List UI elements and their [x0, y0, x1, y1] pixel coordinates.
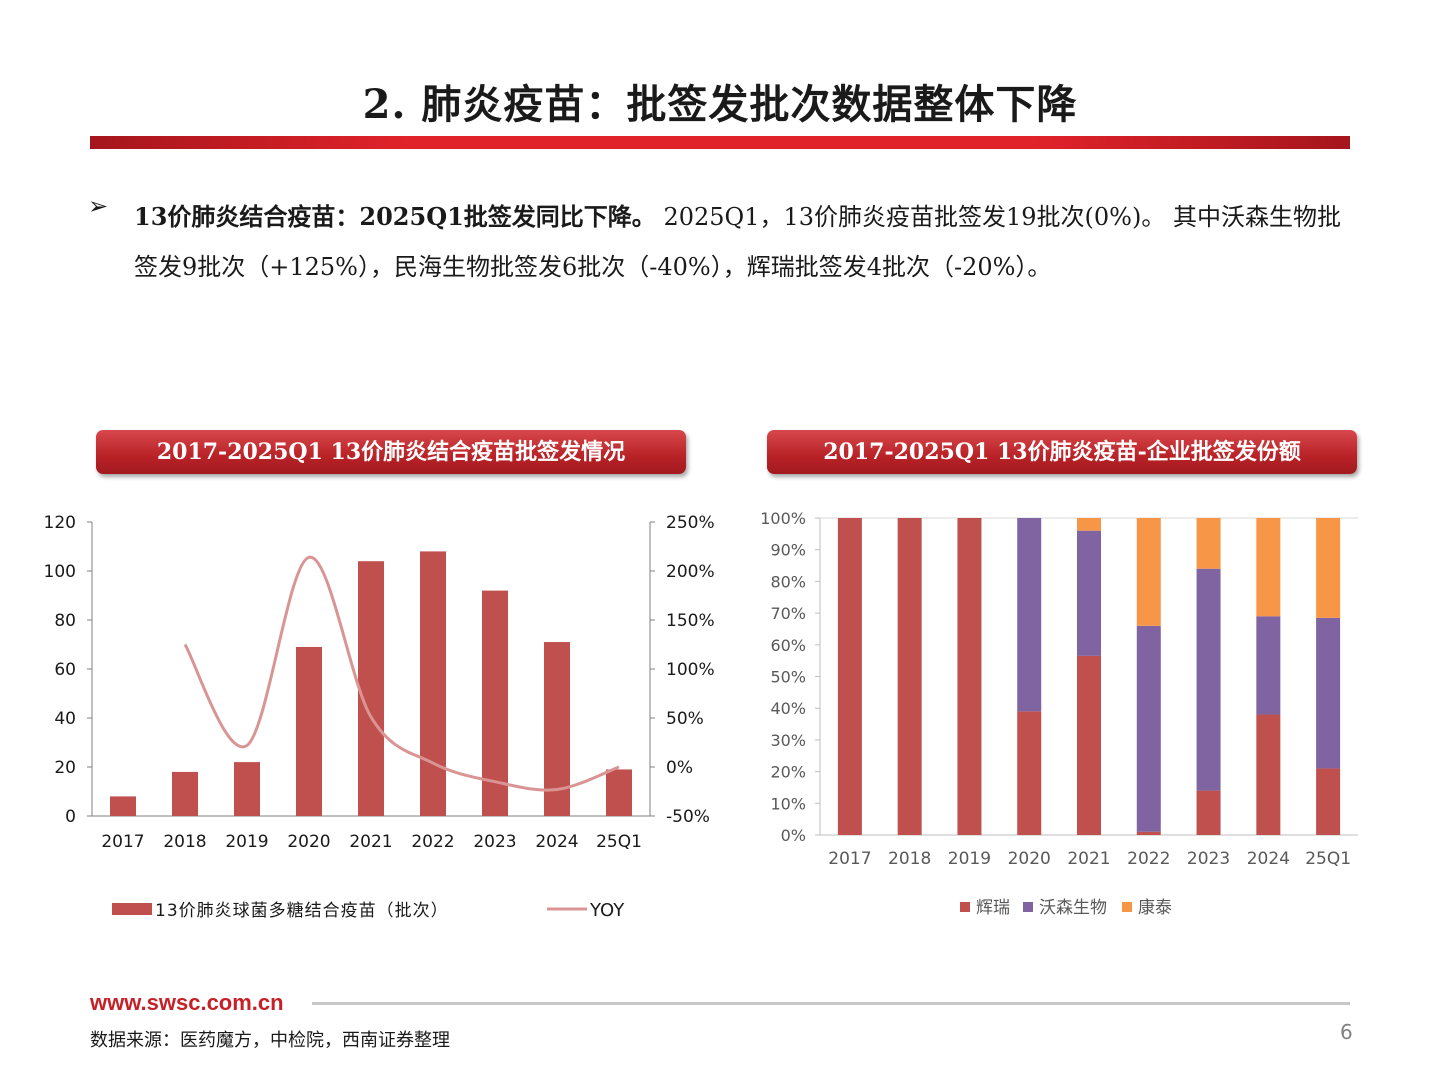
right-axis-tick-label: -50%: [666, 807, 710, 827]
share-bar-kangtai: [1316, 518, 1341, 618]
share-bar-pfizer: [1256, 714, 1281, 835]
share-bar-walvax: [1136, 625, 1161, 832]
y-axis-tick-label: 40%: [770, 699, 806, 718]
x-axis-tick-label: 25Q1: [1305, 849, 1351, 869]
share-bar-pfizer: [957, 518, 982, 835]
right-axis-tick-label: 100%: [666, 660, 715, 680]
share-bar-kangtai: [1136, 518, 1161, 626]
y-axis-tick-label: 80%: [770, 572, 806, 591]
data-source-note: 数据来源：医药魔方，中检院，西南证券整理: [90, 1030, 450, 1051]
share-bar-kangtai: [1256, 518, 1281, 617]
y-axis-tick-label: 30%: [770, 731, 806, 750]
summary-paragraph: 13价肺炎结合疫苗：2025Q1批签发同比下降。 2025Q1，13价肺炎疫苗批…: [134, 192, 1356, 292]
right-axis-tick-label: 200%: [666, 562, 715, 582]
share-bar-pfizer: [1017, 711, 1042, 835]
summary-bold-lead: 13价肺炎结合疫苗：2025Q1批签发同比下降。: [134, 202, 656, 231]
x-axis-tick-label: 2020: [287, 832, 330, 852]
legend-label-yoy: YOY: [589, 900, 625, 921]
page-number: 6: [1340, 1020, 1353, 1044]
x-axis-tick-label: 2021: [349, 832, 392, 852]
share-bar-walvax: [1077, 530, 1101, 656]
batch-bar: [420, 551, 446, 816]
share-bar-pfizer: [1316, 768, 1341, 835]
share-bar-pfizer: [837, 518, 862, 835]
legend-swatch-kangtai: [1122, 902, 1132, 912]
batch-bar: [606, 769, 632, 816]
x-axis-tick-label: 2023: [1187, 849, 1230, 869]
x-axis-tick-label: 2023: [473, 832, 516, 852]
left-axis-tick-label: 100: [44, 562, 76, 582]
legend-swatch-batches: [112, 903, 152, 915]
share-bar-kangtai: [1077, 518, 1101, 531]
x-axis-tick-label: 2017: [828, 849, 871, 869]
share-bar-pfizer: [1136, 831, 1161, 835]
x-axis-tick-label: 2022: [1127, 849, 1170, 869]
y-axis-tick-label: 10%: [770, 794, 806, 813]
x-axis-tick-label: 2018: [163, 832, 206, 852]
legend-label-walvax: 沃森生物: [1039, 898, 1107, 918]
share-bar-walvax: [1256, 616, 1281, 715]
footer-url[interactable]: www.swsc.com.cn: [90, 990, 284, 1015]
y-axis-tick-label: 20%: [770, 763, 806, 782]
x-axis-tick-label: 2018: [888, 849, 931, 869]
page-title: 2. 肺炎疫苗：批签发批次数据整体下降: [362, 81, 1078, 128]
chart2-title: 2017-2025Q1 13价肺炎疫苗-企业批签发份额: [767, 430, 1357, 474]
legend-label-pfizer: 辉瑞: [976, 898, 1010, 918]
y-axis-tick-label: 60%: [770, 636, 806, 655]
x-axis-tick-label: 25Q1: [596, 832, 642, 852]
left-axis-tick-label: 0: [65, 807, 76, 827]
share-bar-pfizer: [897, 518, 922, 835]
y-axis-tick-label: 50%: [770, 668, 806, 687]
x-axis-tick-label: 2020: [1008, 849, 1051, 869]
right-axis-tick-label: 150%: [666, 611, 715, 631]
batch-release-chart: 0 20 40 60 80 100 120 -50% 0% 50% 100% 150% 200% 250%…: [44, 513, 715, 921]
batch-bar: [358, 561, 384, 816]
y-axis-tick-label: 70%: [770, 604, 806, 623]
left-axis-tick-label: 80: [54, 611, 76, 631]
left-axis-tick-label: 120: [44, 513, 76, 533]
x-axis-tick-label: 2017: [101, 832, 144, 852]
x-axis-tick-label: 2019: [948, 849, 991, 869]
summary-text: 2025Q1，13价肺炎疫苗批签发19批次(0%)。 其中沃森生物批签发9批次（…: [134, 203, 1341, 281]
y-axis-tick-label: 100%: [760, 509, 806, 528]
legend-swatch-pfizer: [960, 902, 970, 912]
right-axis-tick-label: 0%: [666, 758, 693, 778]
left-axis-tick-label: 60: [54, 660, 76, 680]
share-bar-pfizer: [1077, 655, 1101, 835]
legend-swatch-walvax: [1023, 902, 1033, 912]
chart1-title: 2017-2025Q1 13价肺炎结合疫苗批签发情况: [96, 430, 686, 474]
right-axis-tick-label: 250%: [666, 513, 715, 533]
right-axis-tick-label: 50%: [666, 709, 704, 729]
legend-label-kangtai: 康泰: [1138, 898, 1172, 918]
yoy-line: [183, 555, 620, 792]
batch-bar: [110, 796, 136, 816]
x-axis-tick-label: 2021: [1067, 849, 1110, 869]
left-axis-tick-label: 20: [54, 758, 76, 778]
share-bar-walvax: [1017, 518, 1042, 712]
left-axis-tick-label: 40: [54, 709, 76, 729]
footer-divider: [312, 1002, 1350, 1005]
share-bar-kangtai: [1196, 518, 1221, 569]
y-axis-tick-label: 90%: [770, 541, 806, 560]
x-axis-tick-label: 2022: [411, 832, 454, 852]
x-axis-tick-label: 2019: [225, 832, 268, 852]
bullet-arrow-icon: ➢: [88, 192, 109, 220]
y-axis-tick-label: 0%: [781, 826, 806, 845]
share-bar-pfizer: [1196, 790, 1221, 835]
legend-label-batches: 13价肺炎球菌多糖结合疫苗（批次）: [155, 901, 449, 921]
batch-bar: [234, 762, 260, 816]
company-share-chart: 0% 10% 20% 30% 40% 50% 60% 70% 80% 90% 100% 2017 201…: [760, 509, 1358, 918]
title-divider-bar: [90, 136, 1350, 149]
share-bar-walvax: [1316, 617, 1341, 769]
batch-bar: [296, 646, 322, 816]
x-axis-tick-label: 2024: [535, 832, 578, 852]
share-bar-walvax: [1196, 568, 1221, 791]
batch-bar: [172, 771, 198, 816]
x-axis-tick-label: 2024: [1247, 849, 1290, 869]
